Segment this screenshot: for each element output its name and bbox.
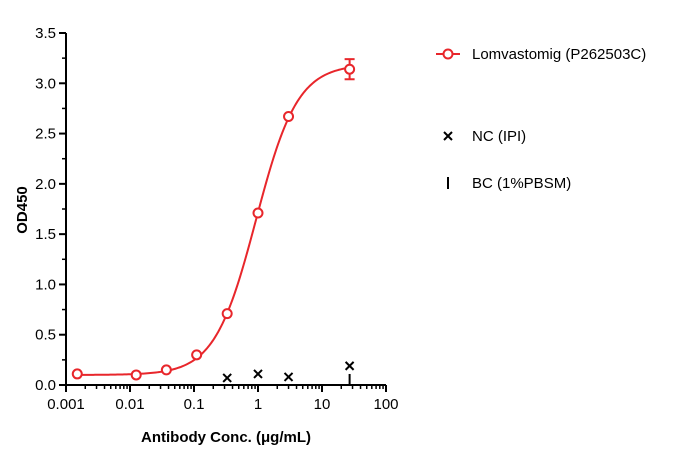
y-tick-label: 2.5 [35, 126, 56, 143]
y-tick-label: 1.5 [35, 226, 56, 243]
legend-label: NC (IPI) [472, 128, 526, 145]
legend-label: BC (1%PBSM) [472, 175, 571, 192]
data-point-circle [344, 63, 356, 75]
legend-item: NC (IPI) [443, 128, 526, 145]
plot-area [71, 58, 356, 386]
data-point-x [283, 372, 294, 382]
data-point-circle [160, 364, 172, 376]
x-tick-label: 10 [314, 396, 331, 413]
y-tick-label: 3.0 [35, 75, 56, 92]
legend: Lomvastomig (P262503C) NC (IPI) BC (1%PBSM… [436, 46, 646, 192]
data-point-x [443, 131, 453, 141]
data-point-circle [252, 207, 264, 219]
x-tick-label: 0.1 [184, 396, 205, 413]
x-tick-label: 0.001 [47, 396, 85, 413]
data-point-x [253, 369, 263, 379]
y-tick-label: 3.5 [35, 25, 56, 42]
y-ticks: 0.0 0.5 1.0 1.5 2.0 2.5 3.0 3.5 [35, 25, 66, 394]
data-point-x [222, 373, 232, 383]
data-point-circle [71, 368, 83, 380]
series-1 [222, 361, 355, 383]
legend-item: BC (1%PBSM) [447, 175, 571, 192]
x-ticks: 0.001 0.01 0.1 1 10 100 [47, 385, 399, 413]
y-axis-title: OD450 [14, 186, 31, 234]
legend-item: Lomvastomig (P262503C) [436, 46, 646, 63]
y-tick-label: 0.0 [35, 377, 56, 394]
y-tick-label: 0.5 [35, 327, 56, 344]
fit-curve [74, 66, 352, 376]
series-0 [71, 58, 356, 381]
data-point-x [344, 361, 355, 371]
axes: 0.001 0.01 0.1 1 10 100 0.0 0.5 1.0 1.5 2.0 2.5 3.0… [35, 25, 398, 413]
y-tick-label: 1.0 [35, 276, 56, 293]
data-point-circle [283, 110, 295, 122]
x-tick-label: 100 [373, 396, 398, 413]
x-axis-title: Antibody Conc. (μg/mL) [141, 429, 311, 446]
y-tick-label: 2.0 [35, 176, 56, 193]
data-point-circle [442, 48, 454, 60]
x-tick-label: 1 [254, 396, 262, 413]
data-point-circle [130, 369, 142, 381]
data-point-circle [191, 349, 203, 361]
x-tick-label: 0.01 [115, 396, 144, 413]
legend-label: Lomvastomig (P262503C) [472, 46, 646, 63]
data-point-circle [221, 308, 233, 320]
